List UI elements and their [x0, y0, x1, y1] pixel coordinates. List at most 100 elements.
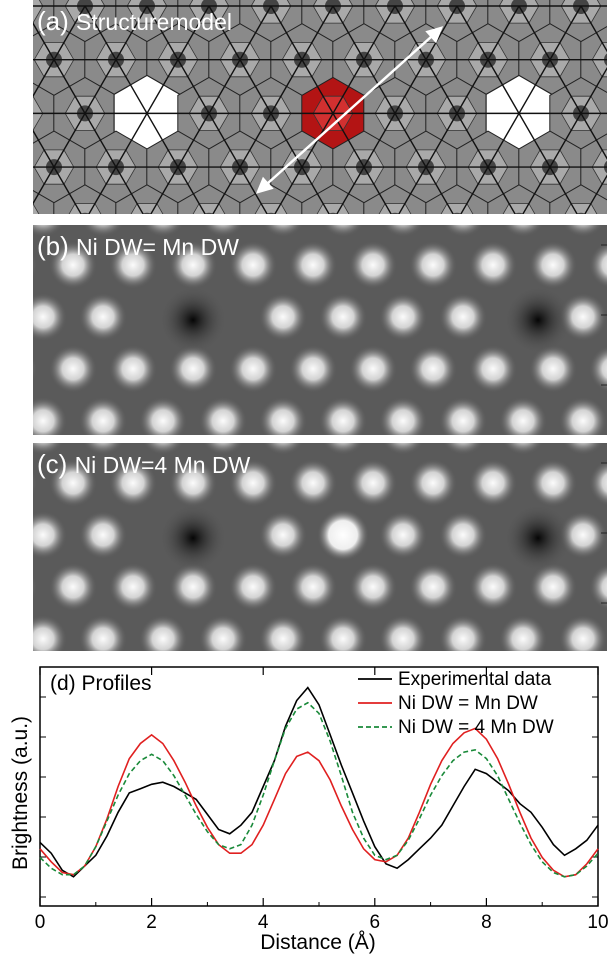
- atom-column: [502, 225, 544, 238]
- series-line-2: [39, 727, 599, 878]
- x-ticks: 0 2 4 6 8 10: [35, 667, 609, 933]
- atom-column: [349, 562, 397, 611]
- legend-label-1: Experimental data: [398, 669, 552, 690]
- atom-column: [79, 292, 127, 341]
- atom-column: [79, 510, 127, 559]
- atom-column: [33, 225, 64, 238]
- atom-column: [409, 344, 457, 393]
- atom-column: [499, 396, 547, 435]
- atom-column: [229, 344, 277, 393]
- atom-column: [33, 573, 37, 601]
- x-tick-label: 4: [258, 912, 269, 933]
- atom-column: [589, 241, 607, 289]
- panel-c-letter: (c): [37, 449, 68, 479]
- atom-column: [33, 443, 64, 456]
- atom-column: [502, 443, 544, 456]
- lattice-line: [146, 5, 268, 214]
- atom-column: [289, 344, 337, 393]
- legend-label-3: Ni DW = 4 Mn DW: [398, 717, 554, 738]
- cation-site: [328, 212, 338, 214]
- atom-column: [469, 562, 517, 611]
- cation-site: [266, 212, 276, 214]
- series-lines: [39, 686, 599, 878]
- atom-column: [382, 225, 424, 238]
- atom-column: [82, 225, 124, 238]
- atom-column: [379, 396, 427, 435]
- atom-column: [409, 562, 457, 611]
- cation-site: [142, 212, 152, 214]
- atom-column: [109, 344, 157, 393]
- simulated-image-c: [33, 443, 607, 651]
- lattice-line: [522, 66, 607, 214]
- atom-column: [409, 459, 457, 507]
- lattice-line: [212, 5, 334, 214]
- panel-c-simulated-image: (c) Ni DW=4 Mn DW: [33, 443, 607, 651]
- atom-column: [529, 459, 577, 507]
- lattice-line: [518, 5, 607, 160]
- atom-column: [259, 614, 307, 651]
- series-line-1: [39, 686, 599, 878]
- atom-column: [82, 443, 124, 456]
- atom-column: [559, 396, 607, 435]
- atom-column: [559, 510, 607, 559]
- lattice-line: [33, 21, 144, 214]
- atom-column: [469, 241, 517, 289]
- atom-column: [169, 459, 217, 507]
- legend-label-2: Ni DW = Mn DW: [398, 693, 538, 714]
- octahedron-face: [33, 203, 40, 214]
- atom-column: [139, 614, 187, 651]
- chart-title: (d) Profiles: [50, 672, 152, 695]
- atom-column: [109, 562, 157, 611]
- atom-column: [442, 225, 484, 238]
- lattice-line: [270, 5, 392, 214]
- atom-column: [349, 459, 397, 507]
- series-line-3: [39, 701, 599, 878]
- atom-column: [79, 396, 127, 435]
- atom-column: [529, 241, 577, 289]
- atom-column: [439, 396, 487, 435]
- panel-a-structure-model: (a) Structuremodel: [33, 0, 607, 214]
- atom-column: [259, 292, 307, 341]
- atom-column: [33, 396, 67, 435]
- lattice-line: [33, 5, 148, 205]
- atom-column: [202, 443, 244, 456]
- cation-site: [576, 212, 586, 214]
- atom-column: [169, 344, 217, 393]
- atom-column: [439, 614, 487, 651]
- atom-column: [199, 396, 247, 435]
- atom-column: [319, 614, 367, 651]
- atom-column: [139, 396, 187, 435]
- atom-column: [439, 510, 487, 559]
- panel-a-title: Structuremodel: [76, 9, 232, 35]
- atom-column: [169, 241, 217, 289]
- lattice-line: [84, 5, 206, 214]
- x-tick-label: 6: [370, 912, 381, 933]
- atom-column: [33, 251, 37, 279]
- atom-column: [382, 443, 424, 456]
- lattice-lines: [33, 5, 607, 214]
- atom-column: [289, 562, 337, 611]
- atom-column: [49, 562, 97, 611]
- atom-column: [559, 614, 607, 651]
- y-axis-label: Brightness (a.u.): [9, 716, 32, 870]
- dark-void: [504, 286, 572, 354]
- lattice-line: [460, 5, 582, 214]
- atom-column: [319, 396, 367, 435]
- arrow-head: [425, 26, 444, 44]
- panel-a-letter: (a): [37, 6, 69, 36]
- atom-column: [109, 459, 157, 507]
- lattice-line: [150, 5, 272, 214]
- simulated-image-b: [33, 225, 607, 435]
- atom-column: [169, 562, 217, 611]
- atom-column: [33, 355, 37, 383]
- atom-columns: [33, 225, 607, 435]
- dark-void: [159, 504, 227, 572]
- dark-void: [504, 504, 572, 572]
- atom-column: [229, 459, 277, 507]
- cation-site: [514, 212, 524, 214]
- atom-column: [379, 510, 427, 559]
- profiles-chart: 0 2 4 6 8 10 (d) Profiles Distance (Å) Bright…: [9, 666, 609, 954]
- atom-column: [589, 345, 607, 393]
- atom-column: [289, 459, 337, 507]
- lattice-line: [33, 5, 86, 98]
